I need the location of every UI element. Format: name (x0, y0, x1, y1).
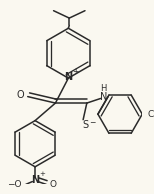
Text: −: − (89, 118, 95, 127)
Text: N: N (64, 72, 72, 82)
Text: H: H (100, 84, 107, 93)
Text: +: + (40, 171, 45, 177)
Text: +: + (73, 67, 79, 76)
Text: Cl: Cl (147, 110, 154, 119)
Text: O: O (16, 90, 24, 100)
Text: O: O (49, 180, 56, 189)
Text: N: N (100, 92, 107, 102)
Text: −O: −O (7, 180, 21, 189)
Text: N: N (31, 175, 39, 185)
Text: S: S (82, 120, 88, 130)
